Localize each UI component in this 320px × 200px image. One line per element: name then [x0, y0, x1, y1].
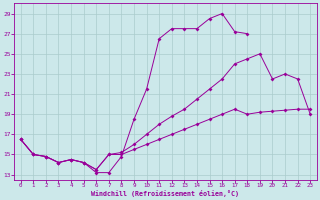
X-axis label: Windchill (Refroidissement éolien,°C): Windchill (Refroidissement éolien,°C) — [92, 190, 239, 197]
